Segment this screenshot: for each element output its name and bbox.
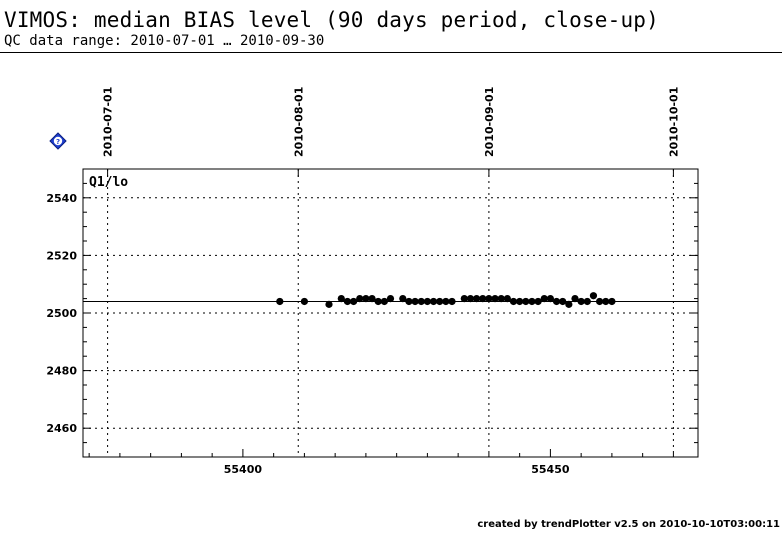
- data-point: [429, 297, 438, 306]
- data-point: [546, 295, 555, 303]
- x-tick-label: 55400: [224, 463, 263, 476]
- help-icon[interactable]: ?: [49, 132, 67, 150]
- y-axis: 2460 2480 2500 2520 2540: [46, 168, 698, 458]
- data-point: [337, 295, 345, 303]
- data-point: [448, 297, 456, 306]
- data-point: [497, 295, 505, 303]
- data-point: [356, 295, 364, 303]
- data-point: [565, 300, 573, 308]
- data-point: [411, 297, 419, 306]
- data-point: [380, 297, 388, 306]
- data-point: [473, 295, 481, 303]
- data-point: [350, 297, 358, 306]
- chart-title: VIMOS: median BIAS level (90 days period…: [4, 8, 659, 32]
- data-point: [436, 297, 444, 306]
- data-point: [374, 297, 382, 306]
- data-point: [571, 295, 579, 303]
- data-points: [276, 292, 616, 308]
- data-point: [423, 297, 431, 306]
- data-point: [368, 295, 376, 303]
- svg-text:?: ?: [56, 138, 60, 146]
- data-point: [325, 300, 333, 308]
- plot-frame: [82, 168, 699, 458]
- header-divider: [0, 52, 782, 53]
- data-point: [479, 295, 487, 303]
- data-point: [405, 297, 413, 306]
- top-date-label: 2010-08-01: [292, 87, 305, 157]
- data-point: [362, 295, 370, 303]
- y-tick-label: 2540: [46, 192, 77, 205]
- data-point: [386, 295, 395, 303]
- x-axis: 55400 55450: [88, 449, 674, 476]
- data-point: [540, 295, 548, 303]
- data-point: [516, 297, 524, 306]
- top-date-label: 2010-07-01: [102, 87, 115, 157]
- data-point: [596, 297, 604, 306]
- data-point: [503, 295, 511, 303]
- top-date-axis: 2010-07-01 2010-08-01 2010-09-01 2010-10-01: [102, 87, 680, 177]
- panel-label: Q1/lo: [89, 175, 128, 190]
- x-tick-label: 55450: [531, 463, 570, 476]
- data-point: [559, 297, 567, 306]
- data-point: [583, 297, 591, 306]
- top-date-label: 2010-10-01: [667, 87, 680, 157]
- grid-lines: [83, 169, 698, 457]
- data-point: [343, 297, 352, 306]
- data-point: [417, 297, 425, 306]
- data-point: [442, 297, 450, 306]
- data-point: [552, 297, 561, 306]
- data-point: [491, 295, 499, 303]
- y-tick-label: 2520: [46, 249, 77, 262]
- data-point: [460, 295, 468, 303]
- data-point: [485, 295, 493, 303]
- data-range-subtitle: QC data range: 2010-07-01 … 2010-09-30: [4, 33, 325, 49]
- data-point: [534, 297, 542, 306]
- data-point: [589, 292, 598, 300]
- y-tick-label: 2500: [46, 307, 77, 320]
- credit-footer: created by trendPlotter v2.5 on 2010-10-…: [477, 519, 780, 530]
- data-point: [276, 297, 284, 306]
- top-date-label: 2010-09-01: [483, 87, 496, 157]
- data-point: [509, 297, 518, 306]
- y-tick-label: 2480: [46, 365, 77, 378]
- data-point: [608, 297, 616, 306]
- data-point: [399, 295, 407, 303]
- data-point: [300, 297, 308, 306]
- data-point: [602, 297, 610, 306]
- data-point: [466, 295, 475, 303]
- y-tick-label: 2460: [46, 422, 77, 435]
- data-point: [577, 297, 585, 306]
- data-point: [522, 297, 530, 306]
- data-point: [528, 297, 536, 306]
